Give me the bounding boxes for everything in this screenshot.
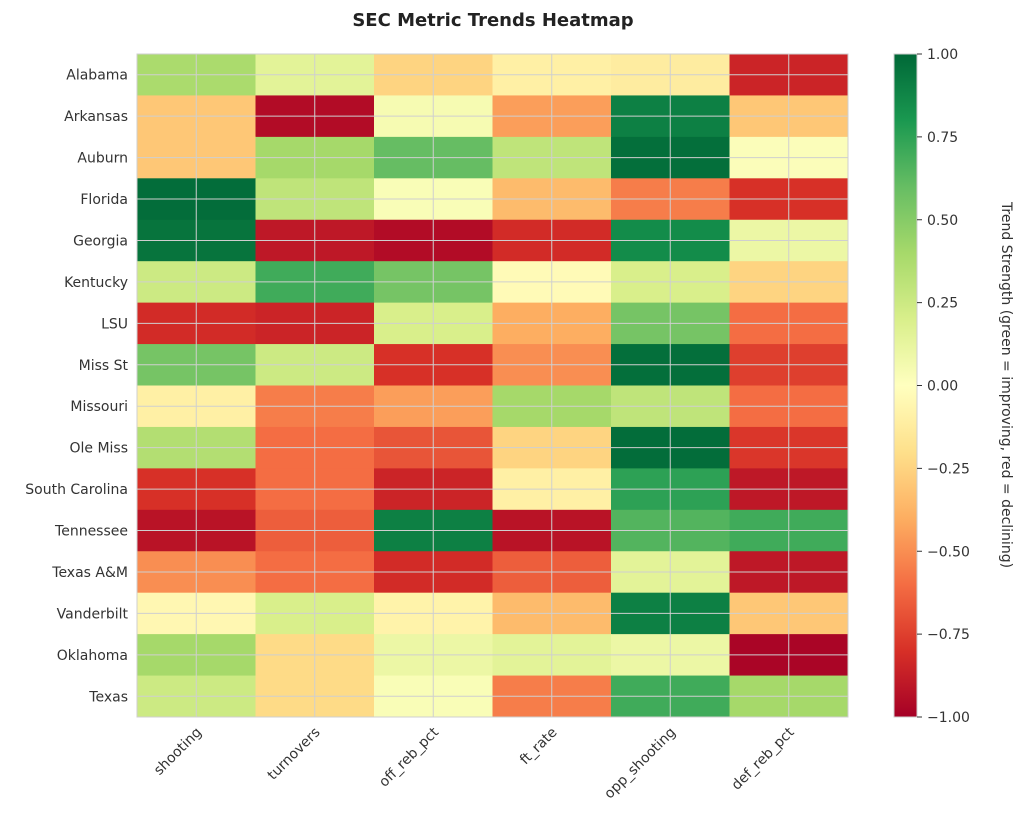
- colorbar-ticks: 1.00 0.75 0.50 0.25 0.00 −0.25 −0.50 −0.75 −1.00: [917, 47, 970, 726]
- row-label: Vanderbilt: [57, 606, 129, 622]
- colorbar-tick-label: 0.50: [927, 213, 958, 229]
- column-label: ft_rate: [517, 725, 561, 769]
- row-label: Texas A&M: [51, 565, 128, 581]
- column-label: def_reb_pct: [729, 724, 798, 793]
- row-label: Florida: [80, 192, 128, 208]
- row-label: Georgia: [73, 233, 128, 249]
- row-label: Alabama: [66, 68, 128, 84]
- colorbar-tick-label: −0.50: [927, 544, 970, 560]
- row-label: Oklahoma: [57, 648, 128, 664]
- row-label: Ole Miss: [69, 441, 128, 457]
- row-label: Kentucky: [64, 275, 128, 291]
- colorbar-tick-label: 0.00: [927, 379, 958, 395]
- colorbar-tick-label: −0.25: [927, 461, 970, 477]
- colorbar-tick-label: 0.75: [927, 130, 958, 146]
- colorbar-tick-label: −0.75: [927, 627, 970, 643]
- row-label: Auburn: [77, 151, 128, 167]
- column-label: off_reb_pct: [376, 724, 442, 790]
- colorbar-tick-label: 0.25: [927, 296, 958, 312]
- row-label: South Carolina: [25, 482, 128, 498]
- row-label: Texas: [88, 689, 128, 705]
- colorbar-tick-label: 1.00: [927, 47, 958, 63]
- column-label: opp_shooting: [601, 725, 679, 803]
- row-label: Missouri: [70, 399, 128, 415]
- heatmap-cells: [137, 54, 849, 718]
- colorbar-label: Trend Strength (green = improving, red =…: [998, 201, 1014, 568]
- column-label: turnovers: [265, 725, 324, 784]
- colorbar-tick-label: −1.00: [927, 710, 970, 726]
- column-label: shooting: [151, 725, 205, 779]
- row-label: Arkansas: [64, 109, 128, 125]
- row-label: LSU: [101, 316, 128, 332]
- row-label: Tennessee: [54, 524, 128, 540]
- chart-title: SEC Metric Trends Heatmap: [352, 10, 633, 31]
- row-label: Miss St: [79, 358, 129, 374]
- colorbar: [893, 53, 918, 718]
- heatmap-frame: [136, 53, 849, 718]
- column-labels: shooting turnovers off_reb_pct ft_rate opp_s…: [151, 724, 798, 802]
- heatmap-gridlines: [137, 54, 848, 717]
- row-labels: Alabama Arkansas Auburn Florida Georgia Kentu…: [25, 68, 128, 706]
